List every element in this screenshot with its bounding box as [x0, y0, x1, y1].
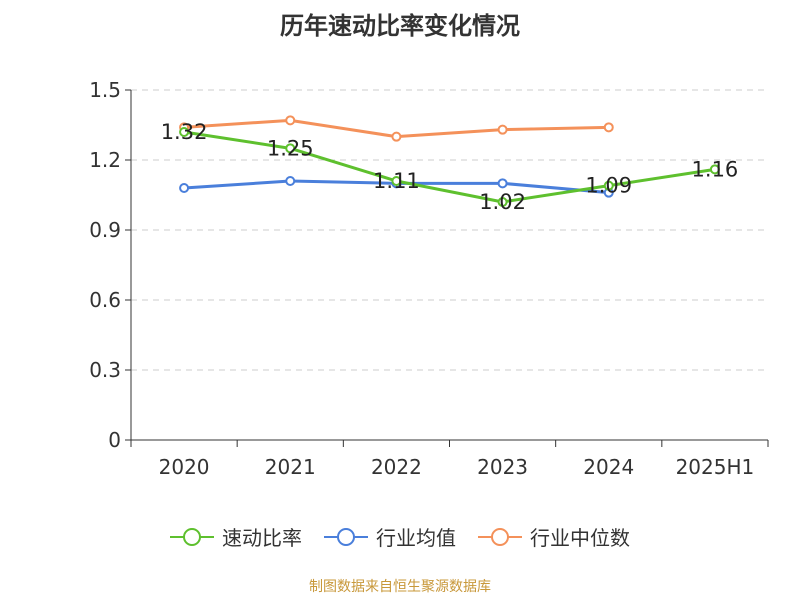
legend: 速动比率 行业均值 行业中位数: [0, 522, 800, 551]
data-label: 1.32: [161, 120, 208, 144]
legend-label-industry-mean: 行业均值: [376, 526, 456, 550]
data-point[interactable]: [179, 183, 190, 193]
legend-marker-quick-ratio: [170, 527, 214, 546]
data-label: 1.11: [373, 169, 420, 193]
legend-item-industry-mean[interactable]: 行业均值: [324, 522, 456, 551]
y-tick-label: 1.2: [89, 148, 121, 172]
data-label: 1.25: [267, 136, 314, 160]
data-point[interactable]: [709, 164, 720, 175]
legend-item-industry-median[interactable]: 行业中位数: [478, 522, 630, 551]
legend-label-quick-ratio: 速动比率: [222, 526, 302, 550]
y-tick-label: 0.6: [89, 288, 121, 312]
x-tick-label: 2021: [265, 455, 316, 479]
legend-item-quick-ratio[interactable]: 速动比率: [170, 522, 302, 551]
y-tick-label: 0.3: [89, 358, 121, 382]
axes: 0 0.3 0.6 0.9 1.2 1.5 2020 2021 2022 2023 2024 2025…: [89, 78, 769, 479]
x-tick-label: 2022: [371, 455, 422, 479]
data-labels: 1.32 1.25 1.11 1.02 1.09 1.16: [161, 120, 739, 214]
source-note: 制图数据来自恒生聚源数据库: [309, 579, 491, 595]
data-label: 1.09: [585, 174, 632, 198]
grid-lines: [131, 89, 768, 371]
data-point[interactable]: [285, 115, 296, 126]
chart-title: 历年速动比率变化情况: [280, 12, 520, 40]
data-point[interactable]: [391, 131, 402, 142]
legend-marker-industry-mean: [324, 527, 368, 546]
data-point[interactable]: [179, 127, 190, 137]
legend-label-industry-median: 行业中位数: [530, 526, 630, 550]
data-point[interactable]: [497, 197, 508, 207]
y-tick-label: 1.5: [89, 78, 121, 102]
legend-marker-industry-median: [478, 527, 522, 546]
data-point[interactable]: [285, 143, 296, 154]
x-tick-label: 2020: [159, 455, 210, 479]
series-line-0: [183, 130, 716, 204]
x-tick-label: 2024: [583, 455, 634, 479]
y-tick-label: 0: [108, 428, 121, 452]
data-label: 1.02: [479, 190, 526, 214]
data-point[interactable]: [603, 180, 614, 191]
data-point[interactable]: [497, 124, 508, 135]
series-lines: [179, 115, 720, 207]
data-point[interactable]: [391, 176, 402, 186]
y-tick-label: 0.9: [89, 218, 121, 242]
x-tick-label: 2023: [477, 455, 528, 479]
data-point[interactable]: [285, 176, 296, 186]
data-label: 1.16: [692, 157, 739, 181]
data-point[interactable]: [497, 178, 508, 189]
x-tick-label: 2025H1: [676, 455, 755, 479]
data-point[interactable]: [603, 122, 614, 133]
